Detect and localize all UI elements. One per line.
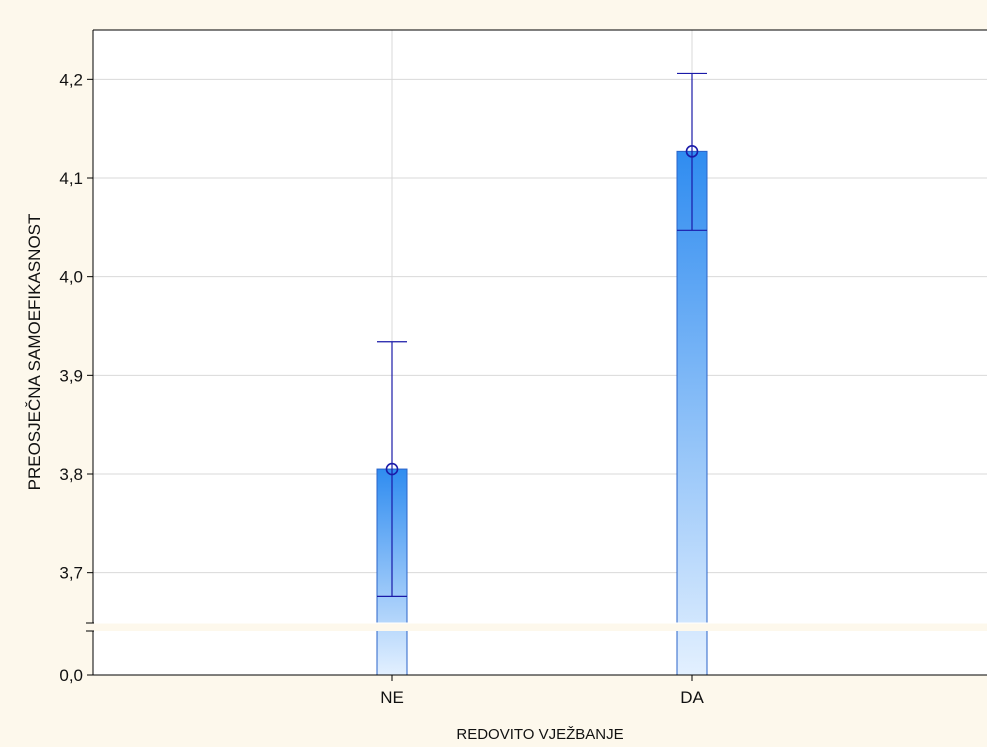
bars [376,150,708,676]
axes [86,29,987,676]
plot-area [93,30,987,675]
y-tick-label: 0,0 [59,666,83,685]
mean-marker [385,462,399,476]
y-axis-title: PREOSJEČNA SAMOEFIKASNOST [25,214,44,491]
y-tick-label: 4,2 [59,70,83,89]
y-tick-label: 4,0 [59,268,83,287]
error-bars [377,72,707,597]
axis-break [87,622,987,631]
y-tick-label: 3,7 [59,564,83,583]
y-tick-label: 4,1 [59,169,83,188]
x-tick-label: NE [380,688,404,707]
x-axis-title: REDOVITO VJEŽBANJE [456,726,623,743]
y-tick-label: 3,8 [59,465,83,484]
x-tick-label: DA [680,688,704,707]
y-tick-label: 3,9 [59,366,83,385]
y-tick-labels: 0,0 3,7 3,8 3,9 4,0 4,1 4,2 [59,70,93,685]
x-tick-labels: NE DA [380,675,704,707]
grid-lines [93,30,987,675]
mean-marker [685,145,699,158]
break-band [87,623,987,631]
